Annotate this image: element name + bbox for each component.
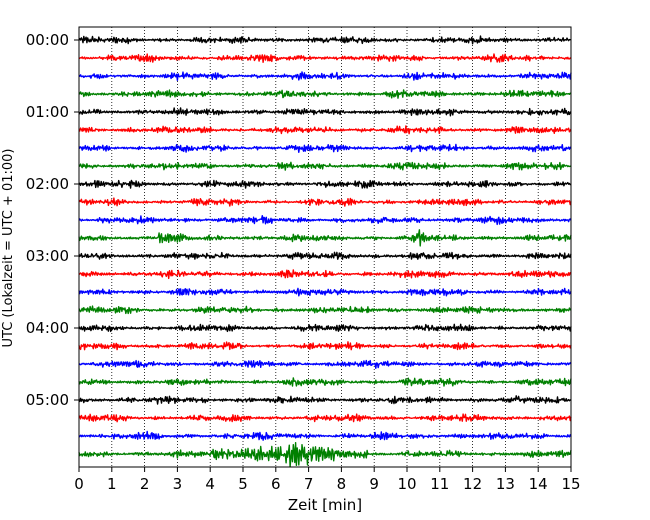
trace-line [78,442,572,468]
trace-line [78,251,572,260]
y-tick-label: 04:00 [26,319,69,337]
trace-line [78,269,572,280]
trace-line [78,89,572,99]
trace-line [78,430,572,441]
x-tick-label: 9 [369,475,379,493]
trace-line [78,413,572,423]
trace-line [78,107,572,117]
grid-lines [111,27,539,467]
y-tick-label: 02:00 [26,175,69,193]
trace-line [78,287,572,297]
trace-line [78,197,572,207]
trace-line [78,214,572,226]
x-axis: 0 1 2 3 4 5 6 7 8 9 10 11 12 13 14 15 [74,467,581,493]
x-tick-label: 5 [238,475,248,493]
y-tick-label: 03:00 [26,247,69,265]
x-tick-label: 10 [397,475,416,493]
trace-line [78,395,572,405]
x-tick-label: 4 [205,475,215,493]
x-tick-label: 15 [561,475,580,493]
x-tick-label: 11 [430,475,449,493]
x-tick-label: 2 [140,475,150,493]
trace-line [78,161,572,171]
traces [78,35,572,468]
trace-line [78,229,572,247]
x-axis-label: Zeit [min] [288,496,362,514]
trace-line [78,323,572,333]
y-axis: 00:00 01:00 02:00 03:00 04:00 05:00 [26,31,79,409]
x-tick-label: 0 [74,475,84,493]
trace-line [78,359,572,369]
trace-line [78,35,571,45]
trace-line [78,71,572,82]
y-axis-label: UTC (Lokalzeit = UTC + 01:00) [1,149,16,348]
plot-frame [78,26,572,468]
y-tick-label: 05:00 [26,391,69,409]
y-tick-label: 01:00 [26,103,69,121]
trace-line [78,377,572,387]
x-tick-label: 14 [529,475,548,493]
x-tick-label: 3 [173,475,183,493]
x-tick-label: 12 [463,475,482,493]
trace-line [78,143,572,154]
x-tick-label: 1 [107,475,117,493]
x-tick-label: 7 [304,475,314,493]
y-tick-label: 00:00 [26,31,69,49]
x-tick-label: 6 [271,475,281,493]
trace-line [78,53,572,63]
trace-line [78,179,572,189]
trace-line [78,341,572,351]
trace-line [78,125,572,135]
x-tick-label: 13 [496,475,515,493]
x-tick-label: 8 [337,475,347,493]
trace-line [78,305,571,315]
